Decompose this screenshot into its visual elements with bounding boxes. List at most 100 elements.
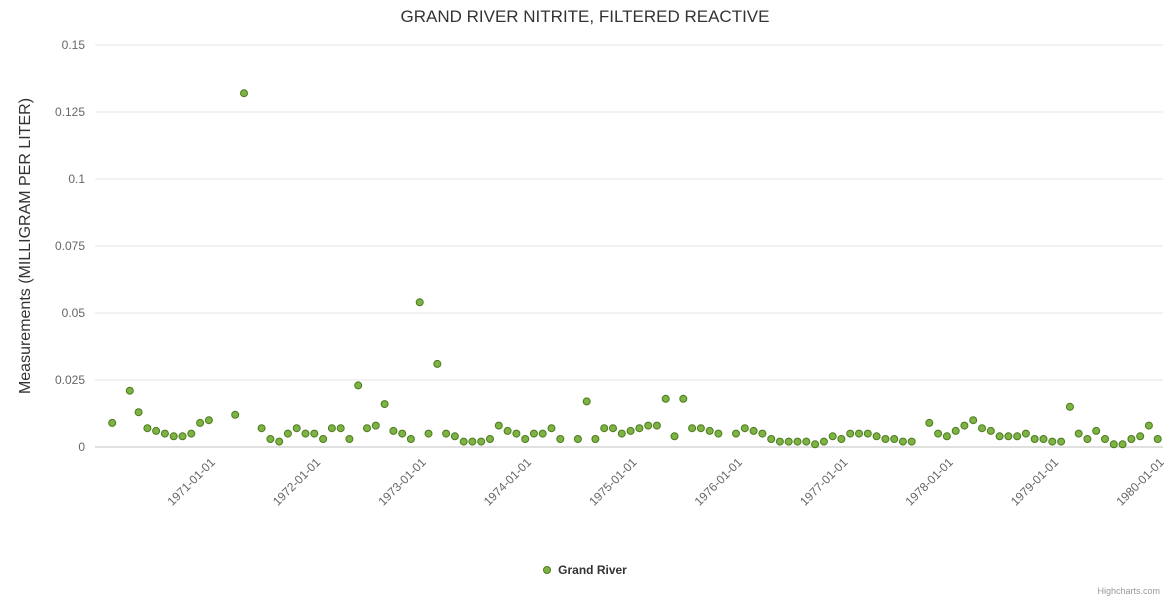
data-point[interactable] — [354, 381, 363, 390]
data-point[interactable] — [995, 432, 1004, 441]
data-point[interactable] — [512, 429, 521, 438]
data-point[interactable] — [960, 421, 969, 430]
legend-item-grand-river[interactable]: Grand River — [0, 563, 1170, 577]
data-point[interactable] — [670, 432, 679, 441]
data-point[interactable] — [1048, 437, 1057, 446]
data-point[interactable] — [591, 435, 600, 443]
data-point[interactable] — [582, 397, 591, 406]
data-point[interactable] — [828, 432, 837, 441]
data-point[interactable] — [767, 435, 776, 443]
data-point[interactable] — [749, 426, 758, 435]
data-point[interactable] — [178, 432, 187, 441]
data-point[interactable] — [134, 408, 143, 417]
data-point[interactable] — [907, 437, 916, 446]
data-point[interactable] — [1013, 432, 1022, 441]
data-point[interactable] — [811, 440, 820, 449]
data-point[interactable] — [275, 437, 284, 446]
data-point[interactable] — [529, 429, 538, 438]
data-point[interactable] — [486, 435, 494, 443]
data-point[interactable] — [1004, 432, 1013, 441]
data-point[interactable] — [635, 424, 644, 433]
data-point[interactable] — [679, 394, 688, 403]
data-point[interactable] — [837, 435, 846, 443]
data-point[interactable] — [468, 437, 477, 446]
data-point[interactable] — [160, 429, 169, 438]
data-point[interactable] — [1074, 429, 1083, 438]
data-point[interactable] — [143, 424, 152, 433]
data-point[interactable] — [415, 298, 424, 307]
data-point[interactable] — [617, 429, 626, 438]
data-point[interactable] — [652, 421, 661, 430]
data-point[interactable] — [793, 437, 802, 446]
data-point[interactable] — [336, 424, 345, 433]
data-point[interactable] — [327, 424, 336, 433]
data-point[interactable] — [688, 424, 697, 433]
data-point[interactable] — [1092, 426, 1101, 435]
credits-link[interactable]: Highcharts.com — [1097, 586, 1160, 596]
data-point[interactable] — [986, 426, 995, 435]
data-point[interactable] — [231, 410, 240, 419]
data-point[interactable] — [969, 416, 978, 425]
data-point[interactable] — [978, 424, 986, 433]
data-point[interactable] — [951, 426, 960, 435]
data-point[interactable] — [424, 429, 433, 438]
data-point[interactable] — [1021, 429, 1030, 438]
data-point[interactable] — [152, 426, 161, 435]
data-point[interactable] — [380, 400, 389, 409]
data-point[interactable] — [934, 429, 943, 438]
data-point[interactable] — [187, 429, 196, 438]
data-point[interactable] — [1030, 435, 1039, 443]
data-point[interactable] — [503, 426, 512, 435]
data-point[interactable] — [758, 429, 767, 438]
data-point[interactable] — [1039, 435, 1048, 443]
data-point[interactable] — [494, 421, 503, 430]
data-point[interactable] — [266, 435, 275, 443]
data-point[interactable] — [450, 432, 459, 441]
data-point[interactable] — [775, 437, 784, 446]
data-point[interactable] — [477, 437, 486, 446]
data-point[interactable] — [1136, 432, 1145, 441]
data-point[interactable] — [433, 359, 442, 368]
data-point[interactable] — [398, 429, 407, 438]
data-point[interactable] — [310, 429, 319, 438]
data-point[interactable] — [556, 435, 565, 443]
data-point[interactable] — [890, 435, 899, 443]
data-point[interactable] — [442, 429, 451, 438]
data-point[interactable] — [1065, 402, 1074, 411]
data-point[interactable] — [925, 418, 934, 427]
data-point[interactable] — [1144, 421, 1153, 430]
data-point[interactable] — [1118, 440, 1127, 449]
data-point[interactable] — [881, 435, 890, 443]
data-point[interactable] — [600, 424, 609, 433]
data-point[interactable] — [538, 429, 547, 438]
data-point[interactable] — [1083, 435, 1092, 443]
data-point[interactable] — [371, 421, 380, 430]
data-point[interactable] — [459, 437, 468, 446]
data-point[interactable] — [406, 435, 415, 443]
data-point[interactable] — [609, 424, 617, 433]
data-point[interactable] — [240, 89, 248, 98]
data-point[interactable] — [855, 429, 863, 438]
data-point[interactable] — [345, 435, 354, 443]
data-point[interactable] — [872, 432, 881, 441]
data-point[interactable] — [292, 424, 301, 433]
data-point[interactable] — [169, 432, 178, 441]
data-point[interactable] — [1057, 437, 1066, 446]
data-point[interactable] — [1101, 435, 1109, 443]
data-point[interactable] — [784, 437, 793, 446]
data-point[interactable] — [1127, 435, 1136, 443]
data-point[interactable] — [319, 435, 328, 443]
data-point[interactable] — [644, 421, 653, 430]
data-point[interactable] — [714, 429, 723, 438]
data-point[interactable] — [863, 429, 872, 438]
data-point[interactable] — [573, 435, 582, 443]
data-point[interactable] — [661, 394, 670, 403]
data-point[interactable] — [204, 416, 213, 425]
data-point[interactable] — [898, 437, 907, 446]
data-point[interactable] — [626, 426, 635, 435]
data-point[interactable] — [696, 424, 705, 433]
data-point[interactable] — [301, 429, 310, 438]
data-point[interactable] — [740, 424, 749, 433]
data-point[interactable] — [125, 386, 134, 395]
data-point[interactable] — [1109, 440, 1118, 449]
